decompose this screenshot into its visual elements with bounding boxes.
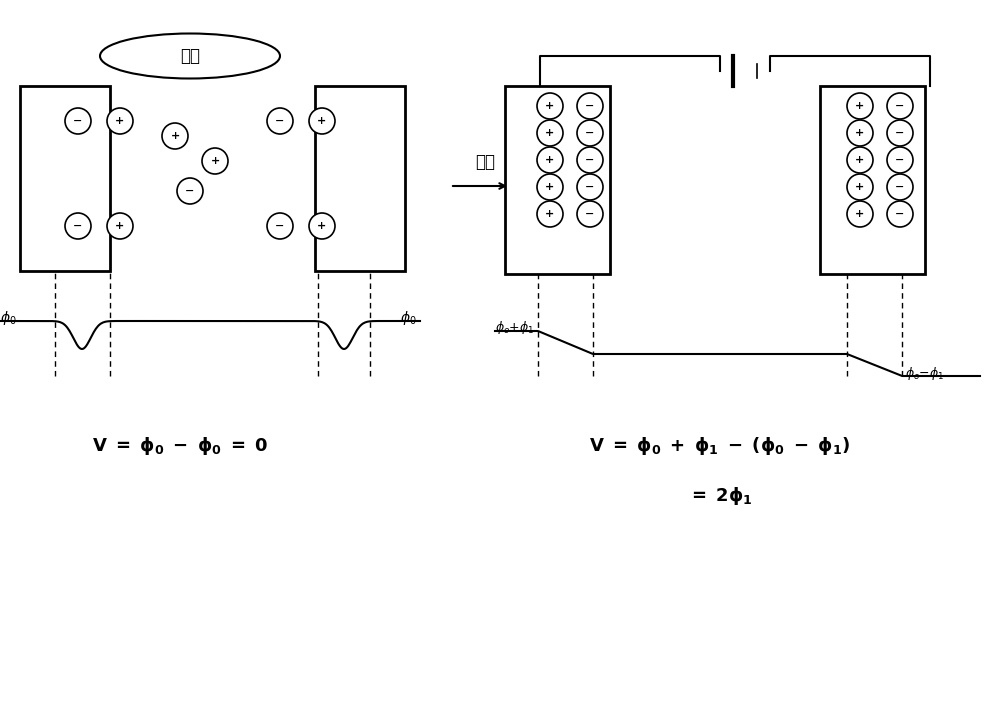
Text: −: − <box>585 101 595 111</box>
Bar <box>505 86 610 274</box>
Circle shape <box>267 108 293 134</box>
Circle shape <box>107 213 133 239</box>
Circle shape <box>65 108 91 134</box>
Circle shape <box>309 108 335 134</box>
Circle shape <box>577 93 603 119</box>
Text: 充电: 充电 <box>475 153 495 171</box>
Text: +: + <box>545 182 555 192</box>
Text: +: + <box>855 155 865 165</box>
Text: −: − <box>895 128 905 138</box>
Text: −: − <box>895 155 905 165</box>
Text: +: + <box>855 128 865 138</box>
Circle shape <box>887 120 913 146</box>
Text: −: − <box>585 209 595 219</box>
Text: −: − <box>73 116 83 126</box>
Circle shape <box>537 174 563 200</box>
Circle shape <box>847 93 873 119</box>
Text: −: − <box>185 186 195 196</box>
Text: +: + <box>545 128 555 138</box>
Text: +: + <box>855 209 865 219</box>
Bar <box>20 86 110 271</box>
Text: +: + <box>115 221 125 231</box>
Circle shape <box>537 93 563 119</box>
Circle shape <box>887 147 913 173</box>
Circle shape <box>847 147 873 173</box>
Text: +: + <box>545 209 555 219</box>
Text: +: + <box>317 221 327 231</box>
Text: $\phi_0$: $\phi_0$ <box>400 309 417 327</box>
Text: −: − <box>275 221 285 231</box>
Circle shape <box>887 93 913 119</box>
Text: 断电: 断电 <box>180 47 200 65</box>
Text: −: − <box>895 209 905 219</box>
Text: +: + <box>855 101 865 111</box>
Text: $\phi_o$+$\phi_1$: $\phi_o$+$\phi_1$ <box>495 319 534 336</box>
Circle shape <box>577 147 603 173</box>
Circle shape <box>537 201 563 227</box>
Text: +: + <box>115 116 125 126</box>
Bar <box>315 86 405 271</box>
Text: +: + <box>545 155 555 165</box>
Text: −: − <box>585 128 595 138</box>
Text: −: − <box>73 221 83 231</box>
Ellipse shape <box>100 33 280 78</box>
Circle shape <box>107 108 133 134</box>
Circle shape <box>177 178 203 204</box>
Text: +: + <box>545 101 555 111</box>
Circle shape <box>847 174 873 200</box>
Text: −: − <box>895 182 905 192</box>
Text: $\mathbf{V\ =\ \phi_0\ +\ \phi_1\ -\ (\phi_0\ -\ \phi_1)}$: $\mathbf{V\ =\ \phi_0\ +\ \phi_1\ -\ (\p… <box>589 435 851 457</box>
Circle shape <box>577 120 603 146</box>
Circle shape <box>309 213 335 239</box>
Text: −: − <box>275 116 285 126</box>
Circle shape <box>577 201 603 227</box>
Text: +: + <box>317 116 327 126</box>
Text: −: − <box>585 155 595 165</box>
Text: +: + <box>170 131 180 141</box>
Text: +: + <box>855 182 865 192</box>
Circle shape <box>537 147 563 173</box>
Circle shape <box>267 213 293 239</box>
Text: +: + <box>210 156 220 166</box>
Circle shape <box>537 120 563 146</box>
Circle shape <box>847 120 873 146</box>
Circle shape <box>202 148 228 174</box>
Text: −: − <box>585 182 595 192</box>
Circle shape <box>577 174 603 200</box>
Text: $\phi_o$−$\phi_1$: $\phi_o$−$\phi_1$ <box>905 365 944 383</box>
Bar <box>820 86 925 274</box>
Circle shape <box>162 123 188 149</box>
Text: $\mathbf{V\ =\ \phi_0\ -\ \phi_0\ =\ 0}$: $\mathbf{V\ =\ \phi_0\ -\ \phi_0\ =\ 0}$ <box>92 435 268 457</box>
Circle shape <box>887 174 913 200</box>
Circle shape <box>887 201 913 227</box>
Text: $\phi_0$: $\phi_0$ <box>0 309 17 327</box>
Text: $\mathbf{=\ 2\phi_1}$: $\mathbf{=\ 2\phi_1}$ <box>688 485 752 507</box>
Circle shape <box>65 213 91 239</box>
Circle shape <box>847 201 873 227</box>
Text: −: − <box>895 101 905 111</box>
